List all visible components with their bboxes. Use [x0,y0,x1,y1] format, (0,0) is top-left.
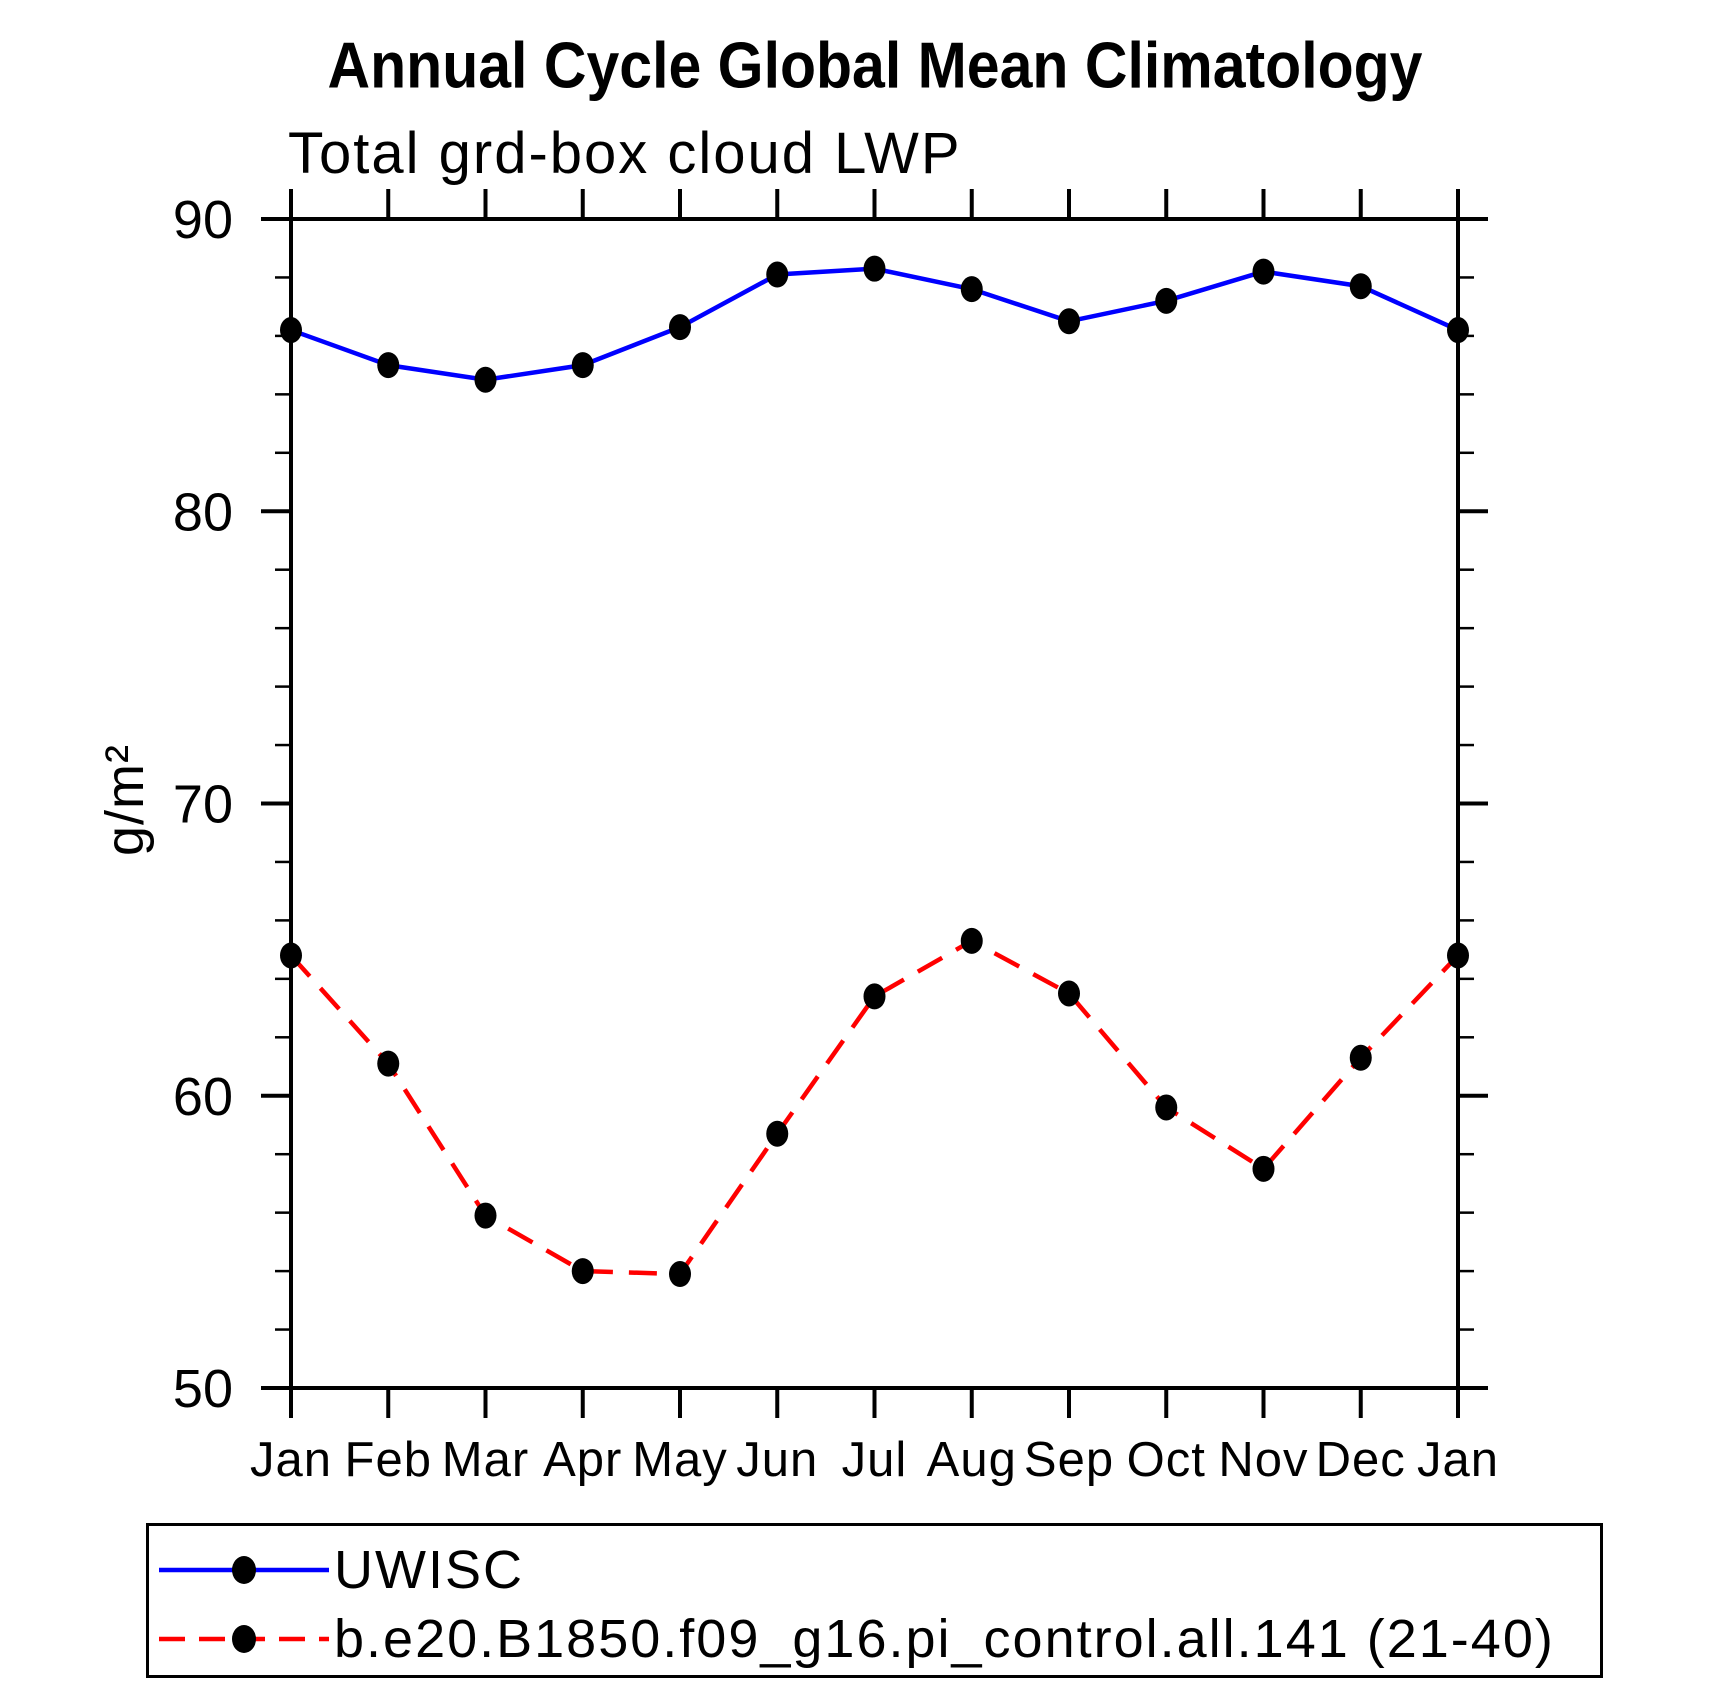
data-point-uwisc-Jun-5 [766,261,789,288]
x-tick-label: May [632,1433,728,1487]
series-line-uwisc [290,266,1459,383]
data-point-model-Feb-1 [377,1050,400,1077]
data-point-model-Aug-7 [960,927,983,954]
data-point-model-Nov-10 [1252,1155,1275,1182]
data-point-uwisc-Jan-12 [1447,317,1469,344]
x-tick-label: Jan [1417,1433,1499,1487]
y-tick-label: 60 [173,1067,233,1127]
y-tick-label: 50 [173,1359,233,1419]
data-point-model-Jun-5 [766,1120,789,1147]
legend-entry-model: b.e20.B1850.f09_g16.pi_control.all.141 (… [156,1609,1555,1669]
data-point-model-Jul-6 [863,983,886,1010]
data-point-model-Jan-0 [280,942,302,969]
x-tick-label: Mar [442,1433,529,1487]
chart-title: Annual Cycle Global Mean Climatology [327,29,1423,102]
data-point-uwisc-Mar-2 [474,366,497,393]
x-tick-label: Apr [543,1433,622,1487]
legend-marker-uwisc-icon [232,1556,256,1584]
legend-label-model: b.e20.B1850.f09_g16.pi_control.all.141 (… [334,1609,1555,1669]
x-tick-label: Feb [345,1433,432,1487]
data-point-uwisc-Jul-6 [863,255,886,282]
data-point-model-Oct-9 [1155,1094,1178,1121]
x-tick-label: Dec [1316,1433,1406,1487]
x-tick-label: Jun [736,1433,818,1487]
data-point-uwisc-Jan-0 [280,317,302,344]
data-point-uwisc-Aug-7 [960,276,983,303]
data-point-uwisc-Apr-3 [571,352,594,379]
data-point-uwisc-Nov-10 [1252,258,1275,285]
x-tick-label: Aug [927,1433,1017,1487]
x-tick-label: Sep [1024,1433,1114,1487]
legend-label-uwisc: UWISC [334,1540,524,1600]
y-tick-label: 70 [173,775,233,835]
data-point-model-Jan-12 [1447,942,1469,969]
data-point-uwisc-Sep-8 [1058,308,1080,335]
data-point-uwisc-Oct-9 [1155,287,1178,314]
y-axis-label: g/m² [95,744,155,856]
x-tick-label: Oct [1127,1433,1206,1487]
plot-frame [289,217,1460,1390]
legend-sample-uwisc [159,1556,329,1584]
data-point-uwisc-May-4 [669,314,691,341]
x-tick-label: Nov [1218,1433,1308,1487]
chart-subtitle: Total grd-box cloud LWP [288,121,962,186]
x-tick-label: Jul [842,1433,908,1487]
legend-entry-uwisc: UWISC [156,1540,524,1600]
y-tick-label: 90 [173,190,233,250]
data-point-model-Mar-2 [474,1202,497,1229]
data-point-model-Apr-3 [571,1258,594,1285]
y-tick-label: 80 [173,482,233,542]
data-point-model-May-4 [669,1261,691,1288]
data-point-uwisc-Dec-11 [1349,273,1372,300]
x-tick-label: Jan [250,1433,332,1487]
legend-sample-model [159,1625,329,1653]
legend-marker-model-icon [232,1625,256,1653]
data-point-model-Sep-8 [1058,980,1080,1007]
legend-box: UWISC b.e20.B1850.f09_g16.pi_control.all… [146,1523,1603,1678]
data-point-model-Dec-11 [1349,1044,1372,1071]
data-point-uwisc-Feb-1 [377,352,400,379]
